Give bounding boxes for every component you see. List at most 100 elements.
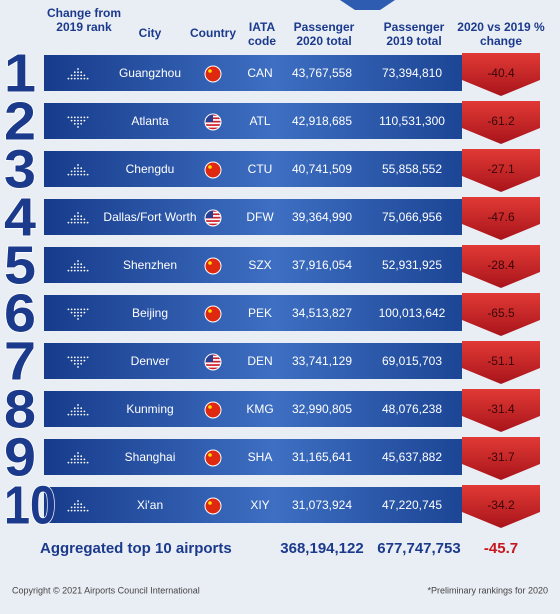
change-arrow [462,437,540,480]
iata-code: CAN [247,66,272,80]
column-header: Country [190,26,236,40]
rank-change-dot [80,215,83,218]
percent-change: -40.4 [487,66,515,80]
rank-change-dot [70,266,73,269]
rank-change-dot [77,314,79,317]
rank-change-dot [86,77,89,80]
rank-change-dot [73,362,76,365]
rank-change-dot [77,122,79,125]
row-band [44,103,462,139]
rank-number: 5 [4,235,36,295]
city: Chengdu [126,162,175,176]
iata-code: SHA [248,450,273,464]
flag-stripe [205,216,221,219]
rank-change-dot [77,173,79,176]
flag-base [205,402,221,418]
rank-change-dot [77,68,79,70]
rank-change-dot [73,455,76,458]
rank-change-dot [73,356,76,359]
iata-code: DFW [246,210,274,224]
flag-base [205,114,221,130]
flag-stripe [205,114,221,116]
rank-change-dot [77,218,79,221]
total-2020: 368,194,122 [280,540,363,557]
percent-change: -65.5 [487,306,515,320]
rank-change-dot [73,458,76,461]
rank-change-dot [73,71,76,74]
rank-number: 3 [4,139,36,199]
rank-change-dot [77,359,79,362]
rank-change-dot [70,458,73,461]
rank-change-dot [80,167,83,170]
flag-stripe [205,364,221,366]
rank-change-dot [80,74,83,77]
rank-change-dot [83,356,86,359]
rank-change-dot [83,221,86,224]
rank-number: 4 [4,187,36,247]
rank-change-dot [70,509,73,512]
flag-stripe [205,360,221,363]
rank-change-dot [67,356,70,359]
rank-change-dot [80,122,83,125]
rank-change-dot [77,221,79,224]
rank-change-dot [83,170,86,173]
rank-change-dot [67,413,70,416]
rank-change-dot [80,458,83,461]
change-arrow [462,53,540,96]
percent-change: -31.7 [487,450,515,464]
percent-change: -27.1 [487,162,515,176]
rank-change-dot [77,356,79,359]
country-flag [204,497,222,515]
rank-change-dot [83,173,86,176]
rank-change-dot [73,74,76,77]
rank-change-dot [86,269,89,272]
rank-change-dot [86,461,89,464]
rank-change-dot [77,263,79,266]
passengers-2020: 42,918,685 [292,114,352,128]
rank-number: 2 [4,91,36,151]
rank-change-dot [77,366,79,368]
rank-change-dot [70,413,73,416]
rank-change-dot [80,77,83,80]
rank-change-dot [86,221,89,224]
rank-change-dot [73,77,76,80]
change-arrow [462,245,540,288]
flag-stripe [205,367,221,370]
rank-change-dot [77,452,79,454]
row-band [44,439,462,475]
flag-ring [204,257,222,275]
rank-change-dot [73,503,76,506]
row-band [44,487,462,523]
rank-change-dot [73,269,76,272]
flag-star [208,453,212,457]
rank-change-dot [77,74,79,77]
flag-canton [205,114,213,122]
rank-change-dot [80,308,83,311]
passengers-2020: 32,990,805 [292,402,352,416]
rank-change-dot [73,263,76,266]
row-band [44,391,462,427]
rank-change-dot [77,77,79,80]
change-arrow [462,101,540,144]
flag-stripe [205,120,221,123]
rank-change-dot [80,410,83,413]
rank-change-dot [80,221,83,224]
rank-change-dot [73,221,76,224]
rank-change-dot [73,509,76,512]
flag-star [208,309,212,313]
flag-ring [204,401,222,419]
rank-change-dot [80,311,83,314]
row-band [44,295,462,331]
column-header: Passenger 2020 total [293,20,355,48]
rank-change-dot [67,116,70,119]
rank-change-dot [77,413,79,416]
rank-change-dot [70,218,73,221]
flag-stripe [205,127,221,130]
percent-change: -51.1 [487,354,515,368]
rank-change-dot [73,461,76,464]
flag-ring [204,209,222,227]
rank-change-dot [83,413,86,416]
passengers-2019: 47,220,745 [382,498,442,512]
passengers-2020: 37,916,054 [292,258,352,272]
rank-change-dot [70,119,73,122]
